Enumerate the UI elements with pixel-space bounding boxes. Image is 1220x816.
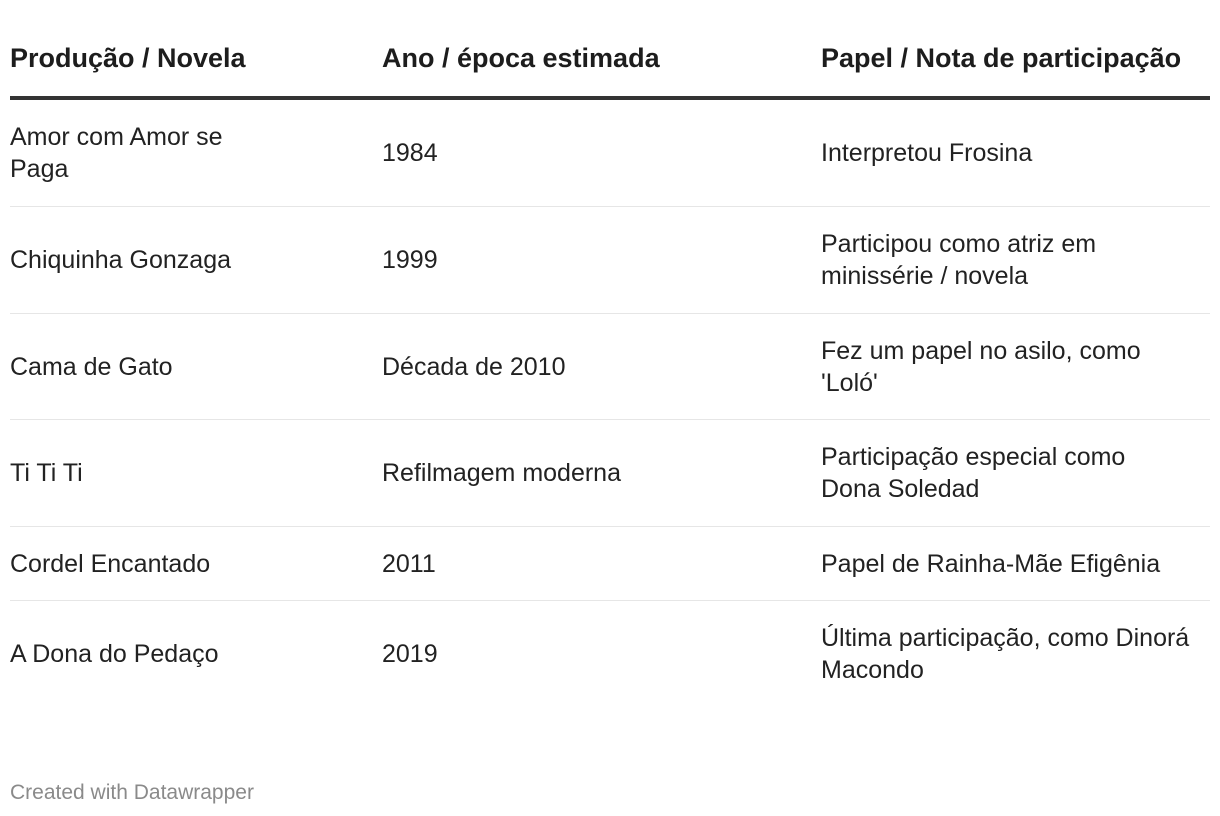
cell-production: Cama de Gato [10, 313, 382, 420]
cell-production: Amor com Amor se Paga [10, 98, 382, 207]
cell-role-text: Interpretou Frosina [821, 139, 1033, 167]
cell-year-text: Década de 2010 [382, 352, 566, 381]
column-header-production: Produção / Novela [10, 40, 382, 100]
cell-role: Fez um papel no asilo, como 'Loló' [821, 313, 1210, 420]
cell-role-text: Última participação, como Dinorá Macondo [821, 624, 1190, 684]
cell-year: 2019 [382, 601, 821, 708]
cell-production-text: Chiquinha Gonzaga [10, 246, 231, 274]
cell-year-text: 1984 [382, 139, 438, 167]
cell-year: Refilmagem moderna [382, 419, 821, 527]
cell-role-text: Participou como atriz em minissérie / no… [821, 230, 1097, 290]
cell-production-text: A Dona do Pedaço [10, 640, 219, 668]
cell-production-text: Cama de Gato [10, 352, 173, 381]
table-row: A Dona do Pedaço 2019 Última participaçã… [10, 601, 1210, 708]
table-body: Amor com Amor se Paga 1984 Interpretou F… [10, 98, 1210, 707]
cell-year-text: 1999 [382, 246, 438, 274]
cell-production: Ti Ti Ti [10, 419, 382, 527]
cell-production: A Dona do Pedaço [10, 601, 382, 708]
cell-role-text: Fez um papel no asilo, como 'Loló' [821, 336, 1141, 397]
cell-year: 1984 [382, 98, 821, 207]
cell-role-text: Participação especial como Dona Soledad [821, 443, 1126, 503]
table-row: Cordel Encantado 2011 Papel de Rainha-Mã… [10, 526, 1210, 601]
table-row: Chiquinha Gonzaga 1999 Participou como a… [10, 206, 1210, 314]
table-header: Produção / Novela Ano / época estimada P… [10, 40, 1210, 100]
cell-production-text: Ti Ti Ti [10, 459, 83, 487]
datawrapper-credit: Created with Datawrapper [10, 781, 254, 804]
cell-production-text: Amor com Amor se Paga [10, 123, 223, 183]
data-table-container: Produção / Novela Ano / época estimada P… [10, 40, 1210, 707]
column-header-role: Papel / Nota de participação [821, 40, 1210, 100]
cell-role: Participou como atriz em minissérie / no… [821, 206, 1210, 314]
cell-role: Participação especial como Dona Soledad [821, 419, 1210, 527]
cell-year: 1999 [382, 206, 821, 314]
cell-year-text: 2019 [382, 640, 438, 668]
cell-role: Última participação, como Dinorá Macondo [821, 601, 1210, 708]
column-header-year: Ano / época estimada [382, 40, 821, 100]
cell-year-text: 2011 [382, 549, 436, 578]
cell-year-text: Refilmagem moderna [382, 459, 621, 487]
header-row: Produção / Novela Ano / época estimada P… [10, 40, 1210, 100]
cell-production: Cordel Encantado [10, 526, 382, 601]
cell-role-text: Papel de Rainha-Mãe Efigênia [821, 549, 1161, 578]
cell-year: Década de 2010 [382, 313, 821, 420]
productions-table: Produção / Novela Ano / época estimada P… [10, 40, 1210, 707]
table-row: Amor com Amor se Paga 1984 Interpretou F… [10, 98, 1210, 207]
cell-role: Interpretou Frosina [821, 98, 1210, 207]
table-row: Cama de Gato Década de 2010 Fez um papel… [10, 313, 1210, 420]
cell-production-text: Cordel Encantado [10, 549, 211, 578]
cell-role: Papel de Rainha-Mãe Efigênia [821, 526, 1210, 601]
table-row: Ti Ti Ti Refilmagem moderna Participação… [10, 419, 1210, 527]
cell-production: Chiquinha Gonzaga [10, 206, 382, 314]
cell-year: 2011 [382, 526, 821, 601]
